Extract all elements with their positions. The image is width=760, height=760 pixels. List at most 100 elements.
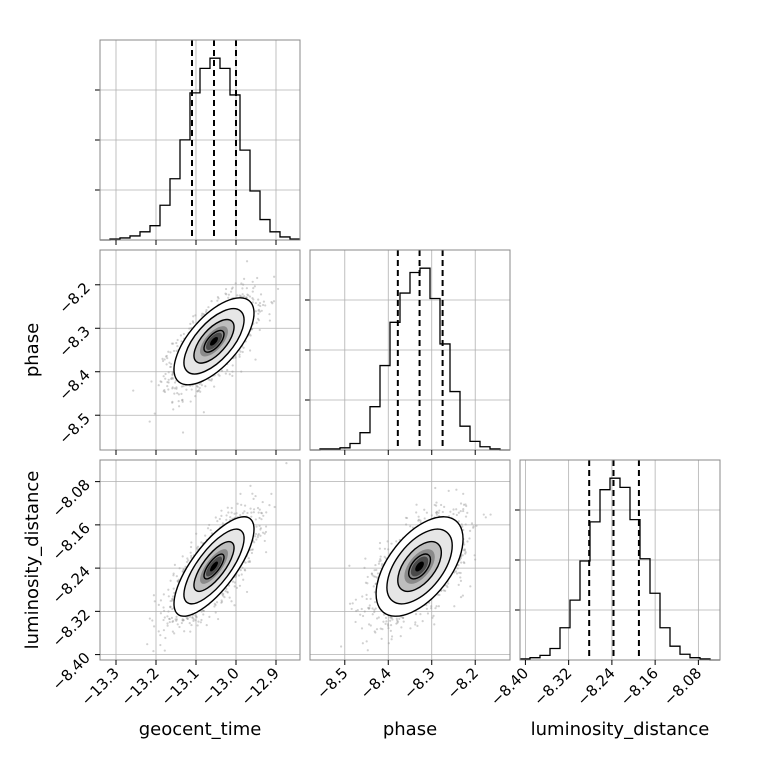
sample-point [205, 309, 208, 312]
sample-point [191, 616, 194, 619]
sample-point [233, 581, 237, 584]
sample-point [254, 301, 257, 305]
sample-point [251, 296, 254, 300]
sample-point [265, 511, 268, 514]
sample-point [196, 545, 200, 548]
sample-point [238, 355, 241, 358]
sample-point [463, 561, 466, 565]
sample-point [194, 619, 197, 622]
sample-point [384, 616, 388, 619]
sample-point [180, 385, 184, 388]
sample-point [435, 501, 438, 504]
sample-point [199, 621, 202, 624]
sample-point [172, 587, 175, 590]
sample-point [186, 557, 189, 560]
contour-line [193, 540, 235, 593]
sample-point [348, 602, 352, 605]
contour-line [173, 516, 255, 617]
sample-point [207, 306, 210, 309]
sample-point [414, 613, 418, 616]
sample-point [225, 293, 228, 296]
sample-point [276, 287, 280, 291]
sample-point [234, 356, 237, 359]
sample-point [210, 532, 214, 535]
sample-point [369, 597, 372, 601]
sample-point [169, 605, 172, 608]
sample-point [423, 517, 426, 520]
sample-point [150, 380, 153, 383]
sample-point [464, 523, 467, 526]
sample-point [227, 296, 230, 299]
sample-point [354, 620, 357, 624]
sample-point [181, 618, 184, 621]
panel-frame [99, 459, 301, 661]
sample-point [463, 543, 466, 546]
sample-point [161, 359, 165, 363]
sample-point [167, 381, 170, 384]
sample-point [377, 616, 380, 619]
sample-point [245, 296, 248, 299]
sample-point [166, 357, 169, 360]
sample-point [240, 503, 243, 506]
panel-frame [99, 39, 301, 241]
sample-point [163, 388, 166, 392]
sample-point [171, 401, 174, 404]
sample-point [176, 345, 179, 348]
sample-point [379, 627, 382, 630]
sample-point [432, 614, 435, 617]
sample-point [247, 294, 250, 297]
sample-point [251, 548, 254, 551]
sample-point [194, 314, 197, 317]
sample-point [180, 621, 183, 625]
sample-point [176, 338, 179, 342]
sample-point [220, 369, 224, 372]
sample-point [186, 617, 189, 620]
sample-point [439, 503, 443, 507]
sample-point [421, 619, 424, 623]
sample-point [366, 649, 369, 652]
sample-point [257, 312, 260, 315]
sample-point [459, 502, 463, 505]
sample-point [251, 301, 254, 304]
sample-point [438, 509, 441, 512]
sample-point [217, 297, 220, 300]
sample-point [171, 376, 174, 379]
sample-point [241, 287, 244, 290]
sample-point [270, 492, 273, 495]
sample-point [376, 572, 380, 575]
sample-point [220, 599, 223, 602]
sample-point [252, 287, 255, 290]
sample-point [242, 578, 245, 581]
sample-point [389, 629, 392, 632]
sample-point [257, 308, 261, 311]
sample-point [180, 340, 183, 343]
sample-point [374, 607, 377, 610]
histogram-phase [310, 267, 510, 451]
density-level [209, 561, 218, 572]
sample-point [178, 405, 181, 408]
sample-point [192, 321, 195, 324]
sample-point [419, 521, 422, 524]
sample-point [396, 619, 399, 622]
sample-point [169, 599, 172, 603]
sample-point [172, 408, 175, 411]
sample-point [224, 590, 227, 593]
sample-point [175, 618, 179, 621]
sample-point [181, 400, 184, 403]
sample-point [173, 387, 176, 390]
sample-point [202, 312, 205, 316]
sample-point [435, 511, 438, 514]
sample-point [360, 627, 364, 630]
sample-point [200, 314, 203, 317]
sample-point [464, 551, 467, 554]
sample-point [228, 373, 231, 376]
sample-point [173, 381, 177, 384]
sample-point [184, 565, 187, 568]
sample-point [474, 558, 477, 561]
sample-point [175, 575, 178, 578]
sample-point [167, 371, 170, 374]
sample-point [371, 574, 374, 577]
panel-frame [309, 249, 511, 451]
sample-point [190, 554, 193, 558]
sample-point [404, 516, 408, 519]
